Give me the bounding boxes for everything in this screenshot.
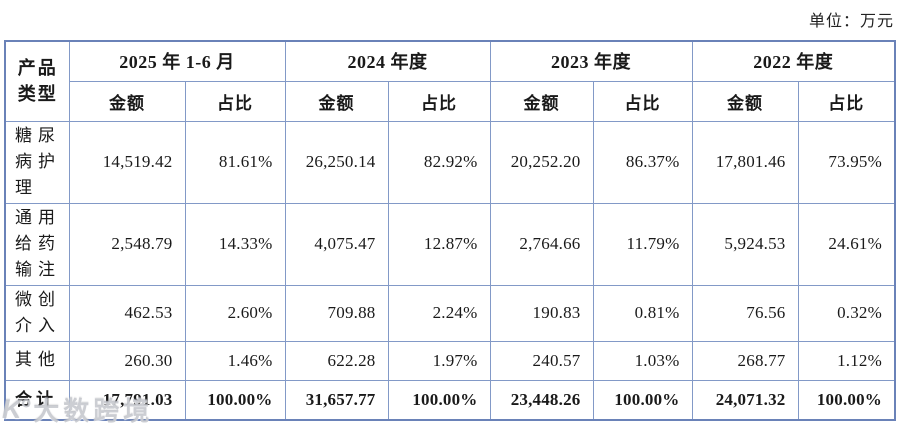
share-cell: 2.24% [387,284,491,342]
share-subheader-2025: 占比 [184,80,286,122]
amount-cell: 17,801.46 [691,120,799,204]
period-header-2024: 2024 年度 [284,40,491,82]
amount-cell: 26,250.14 [284,120,389,204]
amount-cell: 23,448.26 [489,379,594,421]
amount-cell: 17,791.03 [68,379,186,421]
share-cell: 12.87% [387,202,491,286]
amount-cell: 240.57 [489,340,594,381]
amount-subheader-2024: 金额 [284,80,389,122]
share-cell: 11.79% [592,202,693,286]
period-header-2023: 2023 年度 [489,40,693,82]
share-cell: 1.46% [184,340,286,381]
share-cell: 100.00% [184,379,286,421]
share-cell: 86.37% [592,120,693,204]
amount-subheader-2023: 金额 [489,80,594,122]
amount-cell: 709.88 [284,284,389,342]
amount-cell: 2,764.66 [489,202,594,286]
product-row-minimally-invasive: 微创 介入 462.53 2.60% 709.88 2.24% 190.83 0… [4,284,896,342]
share-cell: 1.97% [387,340,491,381]
share-cell: 0.32% [797,284,896,342]
amount-cell: 2,548.79 [68,202,186,286]
product-label-cell: 其他 [4,340,70,381]
product-label-cell: 糖尿 病护 理 [4,120,70,204]
product-row-diabetes-care: 糖尿 病护 理 14,519.42 81.61% 26,250.14 82.92… [4,120,896,204]
share-cell: 100.00% [387,379,491,421]
amount-cell: 260.30 [68,340,186,381]
products-table: 产品 类型 2025 年 1-6 月 2024 年度 2023 年度 2022 … [4,40,896,422]
share-cell: 24.61% [797,202,896,286]
amount-cell: 268.77 [691,340,799,381]
corner-header-cell: 产品 类型 [4,40,70,122]
amount-cell: 76.56 [691,284,799,342]
share-cell: 100.00% [592,379,693,421]
amount-cell: 5,924.53 [691,202,799,286]
share-cell: 0.81% [592,284,693,342]
share-subheader-2022: 占比 [797,80,896,122]
share-cell: 2.60% [184,284,286,342]
amount-cell: 4,075.47 [284,202,389,286]
amount-subheader-2025: 金额 [68,80,186,122]
amount-cell: 622.28 [284,340,389,381]
amount-subheader-2022: 金额 [691,80,799,122]
amount-cell: 31,657.77 [284,379,389,421]
product-row-drug-delivery: 通用 给药 输注 2,548.79 14.33% 4,075.47 12.87%… [4,202,896,286]
product-row-other: 其他 260.30 1.46% 622.28 1.97% 240.57 1.03… [4,340,896,381]
period-header-2022: 2022 年度 [691,40,896,82]
share-cell: 73.95% [797,120,896,204]
total-row: 合计 17,791.03 100.00% 31,657.77 100.00% 2… [4,379,896,421]
product-label-cell: 微创 介入 [4,284,70,342]
amount-cell: 24,071.32 [691,379,799,421]
total-label-cell: 合计 [4,379,70,421]
share-cell: 1.03% [592,340,693,381]
amount-cell: 14,519.42 [68,120,186,204]
share-cell: 100.00% [797,379,896,421]
amount-cell: 190.83 [489,284,594,342]
product-label-cell: 通用 给药 输注 [4,202,70,286]
share-cell: 14.33% [184,202,286,286]
amount-cell: 462.53 [68,284,186,342]
share-cell: 1.12% [797,340,896,381]
share-cell: 81.61% [184,120,286,204]
amount-cell: 20,252.20 [489,120,594,204]
share-subheader-2023: 占比 [592,80,693,122]
share-subheader-2024: 占比 [387,80,491,122]
share-cell: 82.92% [387,120,491,204]
period-header-2025: 2025 年 1-6 月 [68,40,286,82]
unit-label: 单位：万元 [808,13,894,30]
